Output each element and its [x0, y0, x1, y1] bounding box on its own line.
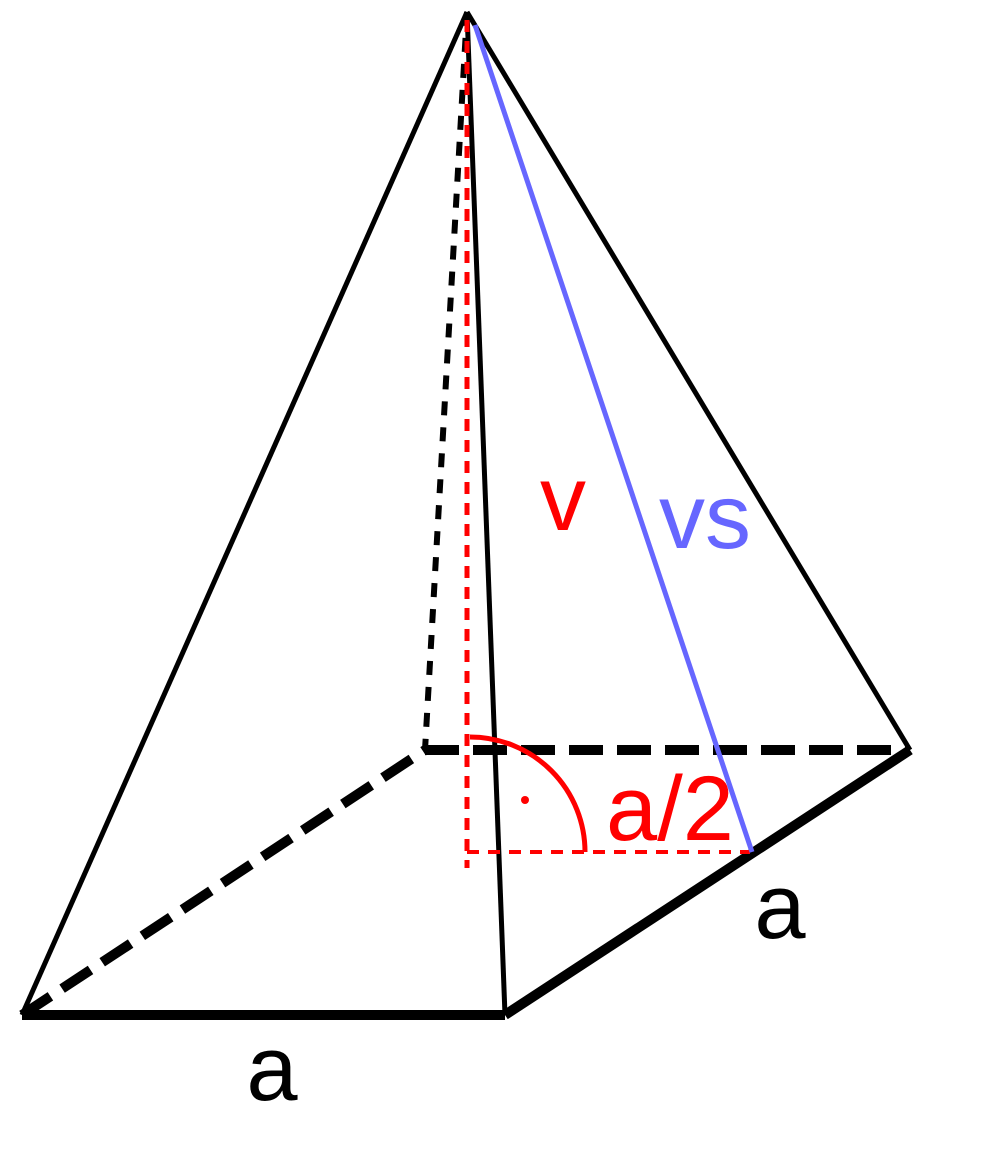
right-angle-arc — [469, 734, 588, 853]
slant-height-label: vs — [659, 466, 751, 568]
side-front-label: a — [246, 1018, 298, 1120]
base-left-edge — [19, 745, 428, 1020]
height-label: v — [540, 448, 586, 550]
edge-front-right — [464, 11, 508, 1016]
right-angle-dot — [521, 796, 529, 804]
edge-front-left — [19, 10, 470, 1017]
base-right-edge — [502, 745, 913, 1020]
side-right-label: a — [754, 856, 806, 958]
edge-back-right — [464, 10, 913, 752]
edge-back-left — [422, 11, 470, 751]
slant-height-line — [472, 24, 755, 853]
half-side-label: a/2 — [606, 758, 734, 860]
